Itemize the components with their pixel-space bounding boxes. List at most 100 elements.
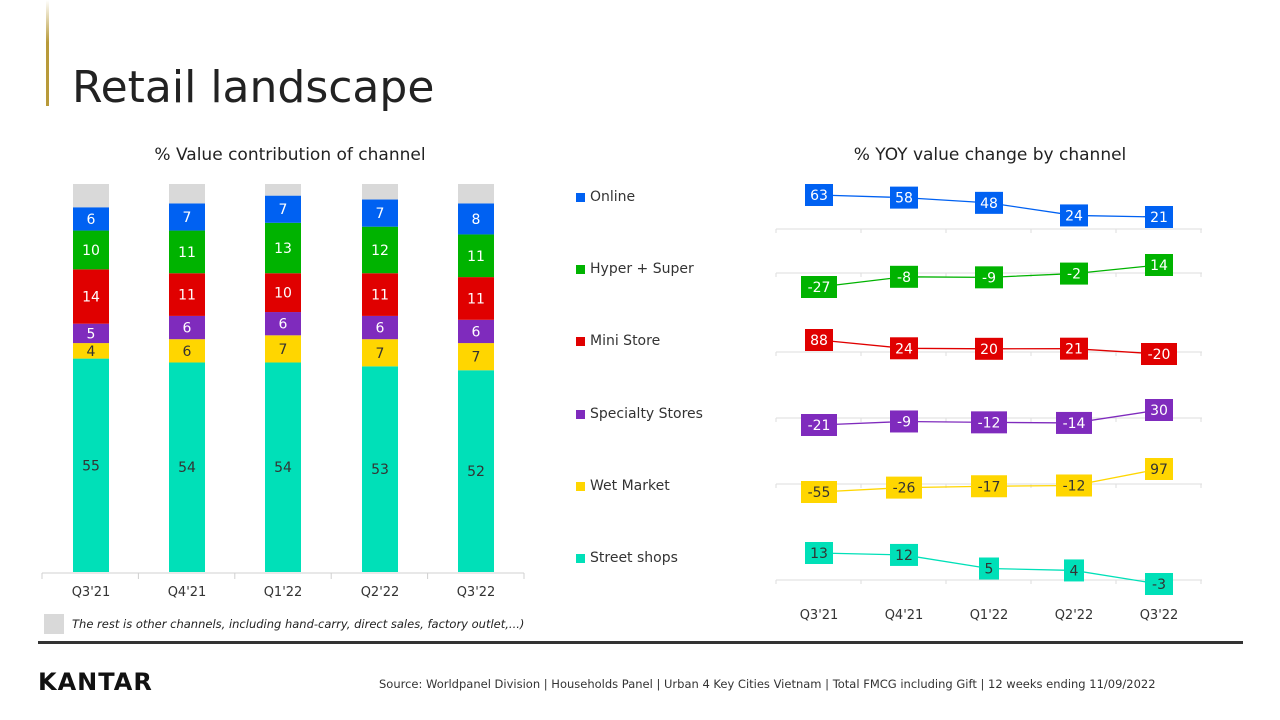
bar-segment (169, 362, 205, 572)
point-label: -21 (808, 418, 831, 434)
legend-item: Street shops (576, 550, 678, 566)
point-marker (890, 337, 918, 360)
bar-segment (73, 207, 109, 231)
legend-swatch (576, 553, 585, 563)
data-label: 5 (87, 326, 96, 342)
data-label: 54 (178, 460, 196, 476)
point-label: -14 (1063, 416, 1086, 432)
x-tick-label: Q3'21 (72, 585, 111, 600)
point-label: 4 (1070, 563, 1079, 579)
legend-item: Mini Store (576, 333, 660, 349)
x-tick-label: Q3'22 (457, 585, 496, 600)
point-label: -3 (1152, 577, 1166, 593)
point-marker (1145, 254, 1173, 276)
data-label: 6 (183, 321, 192, 337)
line-chart-title: % YOY value change by channel (853, 145, 1127, 165)
data-label: 11 (178, 245, 196, 261)
legend-label: Mini Store (590, 333, 661, 349)
point-marker (801, 481, 837, 503)
x-tick-label: Q2'22 (1055, 608, 1094, 623)
point-marker (971, 411, 1007, 434)
data-label: 6 (472, 324, 481, 340)
point-label: -27 (808, 280, 831, 296)
point-marker (1145, 458, 1173, 480)
bar-segment (458, 319, 494, 344)
point-marker (975, 191, 1003, 214)
bar-segment (169, 203, 205, 231)
bar-segment (73, 269, 109, 324)
bar-segment (265, 195, 301, 223)
point-marker (805, 329, 833, 351)
bar-segment (458, 234, 494, 278)
point-marker (890, 543, 918, 566)
point-marker (890, 186, 918, 209)
bar-segment (362, 184, 398, 200)
data-label: 7 (376, 346, 385, 362)
bar-chart-title: % Value contribution of channel (154, 145, 426, 165)
point-marker (890, 265, 918, 288)
point-label: -17 (978, 479, 1001, 495)
point-label: 14 (1150, 258, 1168, 274)
legend-swatch (576, 481, 585, 491)
footnote-text: The rest is other channels, including ha… (72, 617, 525, 631)
bar-segment (362, 366, 398, 572)
x-tick-label: Q3'22 (1140, 608, 1179, 623)
bar-segment (362, 315, 398, 340)
data-label: 8 (472, 212, 481, 228)
bar-segment (169, 184, 205, 204)
point-label: 12 (895, 548, 913, 564)
point-label: 58 (895, 191, 913, 207)
data-label: 6 (376, 321, 385, 337)
point-marker (805, 184, 833, 206)
data-label: 11 (371, 288, 389, 304)
legend-label: Specialty Stores (590, 406, 703, 422)
accent-bar (46, 0, 49, 106)
divider (38, 641, 1243, 644)
point-marker (886, 476, 922, 499)
data-label: 54 (274, 460, 292, 476)
bar-segment (265, 335, 301, 363)
data-label: 7 (376, 206, 385, 222)
point-label: -26 (893, 481, 916, 497)
bar-segment (362, 199, 398, 227)
bar-segment (458, 343, 494, 371)
data-label: 6 (183, 344, 192, 360)
data-label: 4 (87, 344, 96, 360)
point-label: -12 (1063, 478, 1086, 494)
bar-segment (169, 315, 205, 340)
legend-swatch (576, 336, 585, 346)
point-label: 20 (980, 342, 998, 358)
bar-segment (265, 222, 301, 274)
point-label: 13 (810, 546, 828, 562)
point-label: 24 (1065, 208, 1083, 224)
point-label: 88 (810, 333, 828, 349)
data-label: 6 (87, 212, 96, 228)
page-title: Retail landscape (72, 62, 435, 113)
point-label: -12 (978, 415, 1001, 431)
bar-segment (73, 343, 109, 359)
data-label: 11 (467, 249, 485, 265)
data-label: 6 (279, 317, 288, 333)
point-label: -9 (897, 414, 911, 430)
x-tick-label: Q4'21 (885, 608, 924, 623)
legend-item: Online (576, 189, 635, 205)
point-marker (1060, 337, 1088, 360)
point-label: -8 (897, 270, 911, 286)
point-label: 21 (1065, 342, 1083, 358)
data-label: 53 (371, 462, 389, 478)
legend-label: Hyper + Super (590, 261, 694, 277)
data-label: 52 (467, 464, 485, 480)
point-marker (890, 410, 918, 433)
bar-segment (169, 230, 205, 274)
point-label: -55 (808, 485, 831, 501)
x-tick-label: Q4'21 (168, 585, 207, 600)
point-marker (1056, 474, 1092, 497)
bar-segment (362, 339, 398, 367)
data-label: 14 (82, 290, 100, 306)
point-label: 63 (810, 188, 828, 204)
point-marker (1145, 399, 1173, 421)
point-label: 5 (985, 562, 994, 578)
point-marker (971, 475, 1007, 498)
bar-segment (265, 184, 301, 196)
point-marker (979, 557, 999, 580)
